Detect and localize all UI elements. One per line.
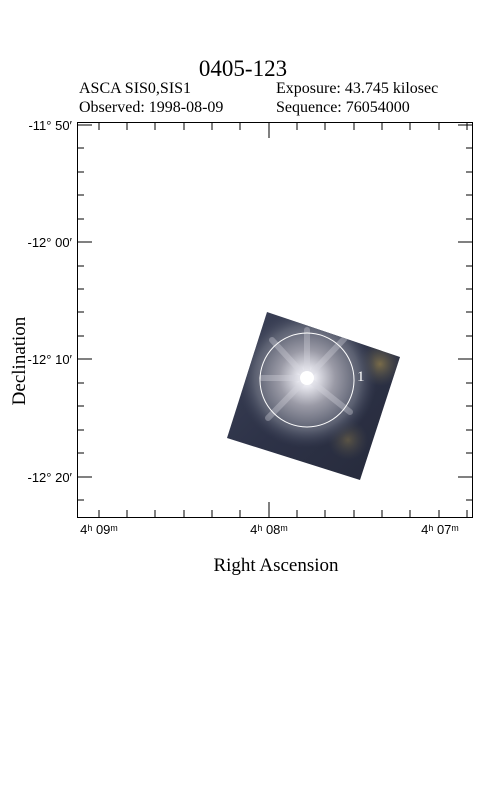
x-tick-label: 4ʰ 09ᵐ: [80, 522, 118, 537]
exposure-label: Exposure: 43.745 kilosec: [276, 80, 439, 97]
plot-frame: [77, 122, 473, 518]
y-tick-label: -12° 20′: [28, 470, 73, 485]
y-ticks: [77, 124, 473, 501]
x-axis-label: Right Ascension: [213, 555, 339, 576]
y-tick-label: -12° 00′: [28, 235, 73, 250]
x-ticks: [98, 123, 468, 517]
source-label: 1: [357, 369, 365, 385]
x-tick-label: 4ʰ 07ᵐ: [421, 522, 459, 537]
image-title: 0405-123: [198, 56, 288, 81]
sequence-label: Sequence: 76054000: [276, 99, 410, 116]
exposure-field: [227, 312, 400, 480]
source-region-circle: [259, 332, 355, 428]
y-tick-label: -11° 50′: [28, 118, 72, 133]
y-tick-label: -12° 10′: [28, 352, 73, 367]
instrument-label: ASCA SIS0,SIS1: [79, 80, 192, 97]
observed-label: Observed: 1998-08-09: [79, 99, 224, 116]
x-tick-label: 4ʰ 08ᵐ: [250, 522, 288, 537]
y-axis-label: Declination: [9, 316, 30, 406]
